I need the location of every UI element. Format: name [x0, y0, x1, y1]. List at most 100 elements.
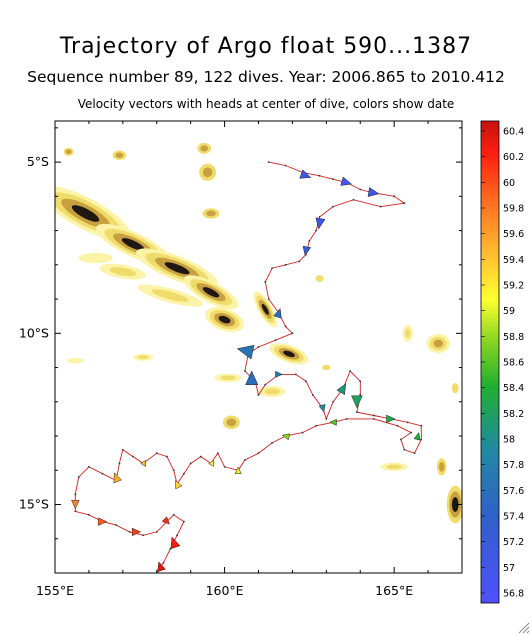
shoal-3 [183, 275, 239, 310]
velocity-vector [351, 395, 363, 409]
dive-point [257, 394, 260, 396]
dive-point [420, 424, 423, 427]
chart-title: Trajectory of Argo float 590...1387 [59, 34, 473, 59]
shoal-27 [322, 364, 331, 371]
dive-point [403, 202, 406, 205]
velocity-vector [273, 307, 282, 319]
shoal-23 [451, 382, 459, 394]
dive-point [244, 370, 246, 372]
velocity-vector [71, 499, 80, 510]
dive-point [271, 267, 273, 270]
dive-point [372, 418, 375, 420]
x-tick-label: 155°E [36, 583, 74, 598]
dive-point [359, 380, 362, 383]
shoal-19 [66, 357, 84, 364]
velocity-vector [131, 527, 142, 537]
velocity-vector [234, 466, 242, 474]
colorbar-label: 58.2 [503, 409, 524, 420]
shoal-13 [199, 163, 217, 181]
dive-point [172, 513, 175, 516]
dive-point [359, 394, 362, 396]
dive-point [88, 465, 90, 468]
dive-point [199, 455, 202, 458]
dive-point [223, 465, 226, 468]
shoal-15 [315, 275, 324, 282]
velocity-vector [340, 176, 352, 186]
shoal-21 [426, 333, 451, 354]
dive-point [318, 174, 321, 177]
dive-point [379, 205, 382, 208]
dive-point [162, 561, 165, 564]
velocity-vector [336, 383, 347, 396]
dive-point [332, 178, 335, 181]
velocity-vector [275, 370, 283, 378]
dive-point [115, 524, 117, 526]
velocity-vector [318, 404, 326, 413]
dive-point [332, 205, 335, 208]
shoal-16 [258, 386, 286, 397]
colorbar-label: 60.2 [503, 152, 524, 163]
shoal-20 [222, 415, 240, 430]
colorbar-label: 58 [503, 435, 515, 446]
dive-point [267, 161, 270, 163]
dive-point [121, 448, 124, 451]
dive-point [128, 531, 131, 533]
dive-point [77, 476, 80, 479]
dive-point [257, 452, 260, 455]
dive-point [274, 339, 277, 342]
shoal-17 [214, 373, 242, 382]
shoal-14 [202, 208, 220, 219]
shoal-24 [436, 458, 447, 476]
dive-point [345, 418, 348, 420]
velocity-vector [236, 344, 255, 360]
velocity-vector [386, 414, 396, 424]
velocity-vector [413, 432, 421, 441]
shoal-25 [380, 462, 408, 471]
colorbar-label: 58.8 [503, 332, 524, 343]
dive-point [166, 455, 168, 458]
dive-point [257, 346, 260, 348]
shoal-26 [446, 485, 462, 524]
velocity-vector [367, 187, 380, 197]
colorbar-label: 57.2 [503, 537, 524, 548]
velocity-vector [302, 245, 312, 256]
y-tick-label: 5°S [27, 154, 49, 169]
shoal-18 [133, 353, 154, 361]
colorbar-label: 57.8 [503, 460, 524, 471]
dive-point [142, 534, 145, 537]
dive-point [284, 263, 287, 266]
dive-point [182, 472, 185, 475]
velocity-vector [161, 516, 170, 525]
velocity-vector [113, 472, 123, 484]
velocity-vector-layer [71, 169, 421, 573]
shoal-12 [197, 142, 212, 154]
dive-point [393, 195, 396, 198]
velocity-vector [245, 370, 259, 385]
dive-point [406, 421, 409, 424]
dive-point [182, 520, 185, 523]
dive-point [284, 325, 287, 328]
colorbar-label: 57.6 [503, 486, 524, 497]
dive-point [284, 164, 287, 167]
velocity-vector [140, 459, 146, 467]
shoal-22 [402, 324, 413, 342]
colorbar-label: 60 [503, 178, 515, 189]
resize-grip-icon[interactable] [516, 620, 530, 634]
colorbar: 60.4 60.2 60 59.8 59.6 59.4 59.2 59 58.8 58.6 58.4… [480, 120, 524, 604]
colorbar-label: 58.6 [503, 358, 524, 369]
dive-point [294, 373, 297, 376]
dive-point [291, 332, 294, 335]
velocity-vector [97, 517, 108, 526]
dive-point [413, 452, 416, 455]
dive-point [74, 510, 77, 513]
dive-point [155, 531, 158, 533]
colorbar-label: 59.4 [503, 255, 524, 266]
velocity-vector [170, 536, 181, 550]
dive-point [311, 394, 314, 396]
dive-point [132, 455, 134, 458]
colorbar-label: 58.4 [503, 383, 524, 394]
colorbar-label: 59.8 [503, 204, 524, 215]
dive-point [315, 229, 318, 232]
colorbar-label: 57 [503, 563, 515, 574]
x-tick-label: 165°E [375, 583, 413, 598]
